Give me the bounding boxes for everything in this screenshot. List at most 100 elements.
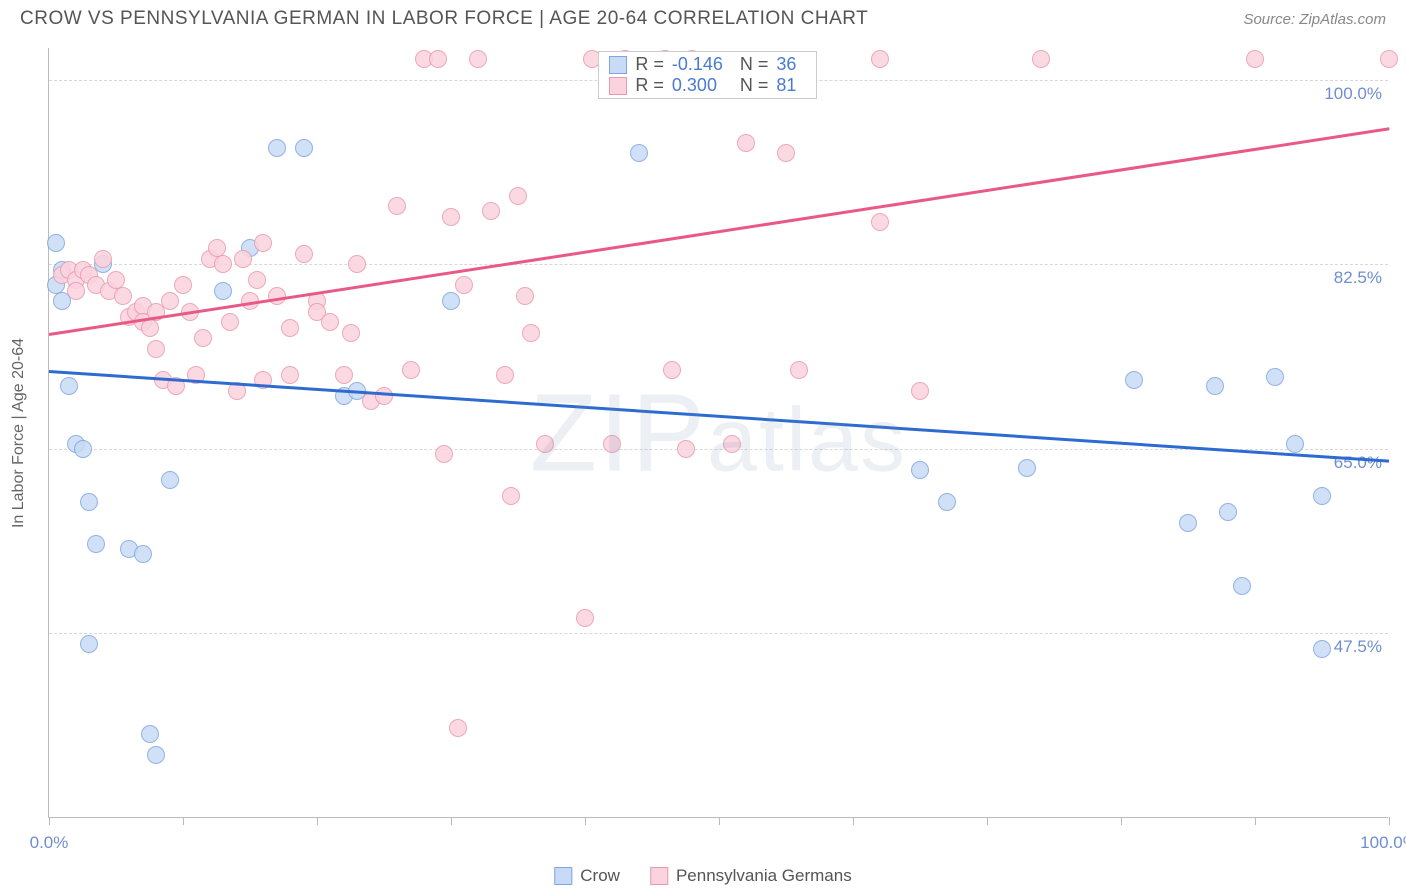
data-point [603,435,621,453]
y-tick-label: 47.5% [1334,637,1382,657]
data-point [214,282,232,300]
data-point [174,276,192,294]
data-point [911,382,929,400]
data-point [871,213,889,231]
data-point [141,725,159,743]
data-point [268,139,286,157]
n-label: N = [740,75,769,96]
scatter-chart: In Labor Force | Age 20-64 ZIPatlas 47.5… [48,48,1388,818]
data-point [161,292,179,310]
y-tick-label: 100.0% [1324,84,1382,104]
data-point [502,487,520,505]
legend-swatch [609,77,627,95]
data-point [429,50,447,68]
data-point [114,287,132,305]
data-point [442,208,460,226]
data-point [723,435,741,453]
data-point [442,292,460,310]
data-point [790,361,808,379]
data-point [348,255,366,273]
data-point [221,313,239,331]
data-point [268,287,286,305]
source-attribution: Source: ZipAtlas.com [1243,11,1386,28]
data-point [295,139,313,157]
x-tick [853,817,854,825]
data-point [254,234,272,252]
data-point [60,377,78,395]
correlation-legend: R = -0.146N = 36R = 0.300N = 81 [598,51,817,99]
x-tick-label: 0.0% [30,833,69,853]
n-label: N = [740,54,769,75]
data-point [449,719,467,737]
data-point [1380,50,1398,68]
x-tick [317,817,318,825]
data-point [630,144,648,162]
page-title: CROW VS PENNSYLVANIA GERMAN IN LABOR FOR… [20,8,868,30]
gridline [49,633,1388,634]
legend-swatch [609,56,627,74]
data-point [321,313,339,331]
data-point [455,276,473,294]
data-point [94,250,112,268]
data-point [737,134,755,152]
gridline [49,449,1388,450]
r-label: R = [635,75,664,96]
y-tick-label: 82.5% [1334,268,1382,288]
x-tick [451,817,452,825]
header: CROW VS PENNSYLVANIA GERMAN IN LABOR FOR… [0,0,1406,34]
data-point [161,471,179,489]
legend-row: R = 0.300N = 81 [609,75,806,96]
x-tick-label: 100.0% [1360,833,1406,853]
data-point [234,250,252,268]
data-point [141,319,159,337]
data-point [342,324,360,342]
data-point [80,635,98,653]
data-point [496,366,514,384]
r-value: 0.300 [672,75,732,96]
legend-row: R = -0.146 N = 36 [609,54,806,75]
data-point [248,271,266,289]
x-tick [183,817,184,825]
data-point [214,255,232,273]
data-point [1246,50,1264,68]
data-point [777,144,795,162]
x-tick [1389,817,1390,825]
data-point [469,50,487,68]
data-point [536,435,554,453]
data-point [516,287,534,305]
data-point [1032,50,1050,68]
x-tick [1255,817,1256,825]
data-point [1206,377,1224,395]
r-label: R = [635,54,664,75]
x-tick [719,817,720,825]
data-point [871,50,889,68]
data-point [1313,640,1331,658]
data-point [147,746,165,764]
data-point [1266,368,1284,386]
data-point [74,440,92,458]
data-point [295,245,313,263]
data-point [509,187,527,205]
data-point [134,545,152,563]
r-value: -0.146 [672,54,732,75]
data-point [80,493,98,511]
footer-legend: Crow Pennsylvania Germans [554,866,851,886]
data-point [1018,459,1036,477]
data-point [1219,503,1237,521]
data-point [147,340,165,358]
data-point [938,493,956,511]
data-point [1233,577,1251,595]
data-point [87,535,105,553]
n-value: 36 [776,54,806,75]
data-point [663,361,681,379]
data-point [482,202,500,220]
data-point [402,361,420,379]
data-point [388,197,406,215]
x-tick [1121,817,1122,825]
data-point [281,366,299,384]
data-point [435,445,453,463]
series-label: Pennsylvania Germans [676,866,852,886]
series-legend-item: Crow [554,866,620,886]
data-point [194,329,212,347]
series-legend-item: Pennsylvania Germans [650,866,852,886]
